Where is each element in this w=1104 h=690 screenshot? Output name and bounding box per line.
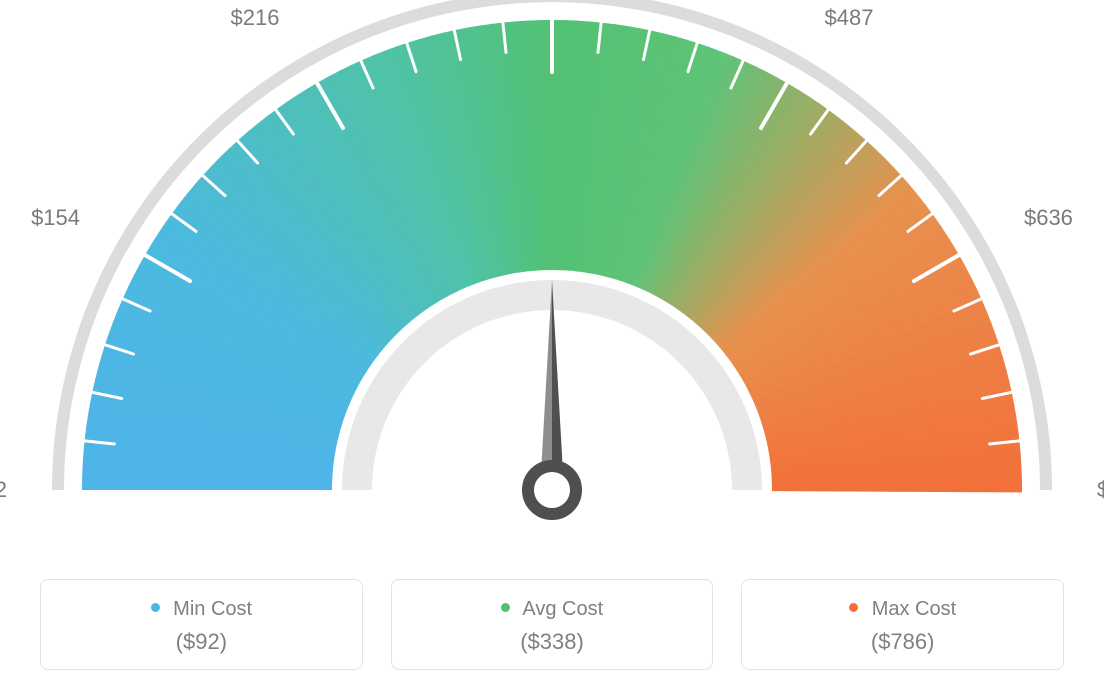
min-cost-label: Min Cost: [173, 598, 252, 620]
min-cost-card: Min Cost ($92): [40, 579, 363, 670]
chart-container: $92$154$216$338$487$636$786 Min Cost ($9…: [0, 0, 1104, 690]
gauge: $92$154$216$338$487$636$786: [0, 0, 1104, 560]
gauge-tick-label: $487: [825, 5, 874, 31]
avg-cost-dot-icon: [501, 603, 510, 612]
gauge-tick-label: $92: [0, 477, 7, 503]
gauge-tick-label: $216: [231, 5, 280, 31]
min-cost-dot-icon: [151, 603, 160, 612]
gauge-tick-label: $154: [31, 205, 80, 231]
summary-cards: Min Cost ($92) Avg Cost ($338) Max Cost …: [40, 579, 1064, 670]
min-cost-value: ($92): [51, 629, 352, 655]
max-cost-label-row: Max Cost: [752, 598, 1053, 621]
avg-cost-value: ($338): [402, 629, 703, 655]
max-cost-label: Max Cost: [872, 598, 956, 620]
gauge-tick-label: $636: [1024, 205, 1073, 231]
max-cost-value: ($786): [752, 629, 1053, 655]
gauge-svg: [0, 0, 1104, 560]
gauge-tick-label: $786: [1097, 477, 1104, 503]
max-cost-dot-icon: [849, 603, 858, 612]
avg-cost-label-row: Avg Cost: [402, 598, 703, 621]
avg-cost-label: Avg Cost: [522, 598, 603, 620]
avg-cost-card: Avg Cost ($338): [391, 579, 714, 670]
max-cost-card: Max Cost ($786): [741, 579, 1064, 670]
min-cost-label-row: Min Cost: [51, 598, 352, 621]
